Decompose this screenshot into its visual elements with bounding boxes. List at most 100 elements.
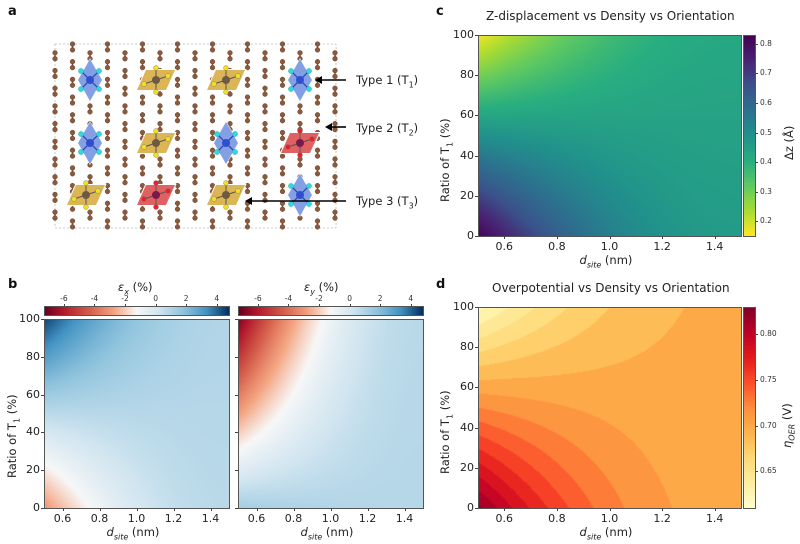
cell-boundary <box>54 43 337 229</box>
metal-site-type3 <box>135 65 177 95</box>
y-tick-mark <box>41 319 44 320</box>
colorbar-tick-label: 4 <box>214 294 220 303</box>
colorbar-tick-mark <box>756 162 758 164</box>
y-tick-mark <box>475 236 478 237</box>
colorbar-tick-label: -2 <box>121 294 129 303</box>
plot-frame-eps-y <box>238 319 424 509</box>
x-tick-mark <box>609 508 611 511</box>
y-tick-mark <box>475 75 478 77</box>
y-tick-label: 100 <box>453 300 474 313</box>
y-tick-mark <box>41 508 44 509</box>
colorbar-tick-mark <box>756 191 758 193</box>
x-tick-mark <box>210 508 212 511</box>
colorbar-tick-mark <box>125 304 127 306</box>
y-tick-mark <box>475 427 478 429</box>
x-tick-mark <box>293 508 295 511</box>
y-tick-mark <box>41 356 44 358</box>
y-tick-label: 20 <box>460 460 474 474</box>
colorbar-label-eps-x: εx (%) <box>118 280 153 297</box>
y-tick-label: 60 <box>460 380 474 394</box>
metal-site-type3 <box>65 180 107 210</box>
colorbar-tick-mark <box>756 102 758 104</box>
x-tick-mark <box>714 508 716 511</box>
colorbar-tick-label: 0.80 <box>760 329 777 339</box>
x-tick-mark <box>330 508 332 511</box>
y-tick-label: 40 <box>460 420 474 434</box>
heatmap-z-displacement <box>478 35 741 236</box>
colorbar-tick-label: 0.8 <box>760 38 772 48</box>
colorbar-frame <box>743 307 756 509</box>
colorbar-label-eps-y: εy (%) <box>304 280 339 297</box>
x-tick-mark <box>256 508 258 511</box>
y-tick-label: 20 <box>460 188 474 202</box>
annotation-type1: Type 1 (T1) <box>356 73 419 90</box>
x-axis-label: dsite (nm) <box>106 525 160 542</box>
colorbar-tick-label: 4 <box>408 294 414 303</box>
panel-label-a: a <box>8 4 17 19</box>
y-tick-label: 100 <box>19 312 40 325</box>
x-tick-mark <box>404 508 406 511</box>
x-tick-label: 0.6 <box>53 512 72 525</box>
colorbar-tick-label: 0.4 <box>760 157 772 167</box>
colorbar-tick-label: 0.70 <box>760 420 777 430</box>
y-tick-mark <box>475 467 478 469</box>
colorbar-tick-label: -4 <box>284 294 293 303</box>
y-tick-label: 40 <box>26 425 40 439</box>
colorbar-tick-mark <box>155 304 157 306</box>
x-tick-mark <box>173 508 175 511</box>
y-tick-mark <box>475 35 478 36</box>
colorbar-tick-mark <box>216 304 218 306</box>
colorbar-tick-mark <box>756 221 758 223</box>
panel-label-c: c <box>436 4 444 19</box>
colorbar-tick-label: 0.6 <box>760 97 772 107</box>
y-tick-mark <box>41 394 44 396</box>
panel-label-b: b <box>8 277 18 292</box>
x-tick-label: 1.2 <box>164 512 183 525</box>
x-tick-label: 0.8 <box>548 240 566 253</box>
colorbar-tick-mark <box>756 380 758 382</box>
metal-site-type3 <box>205 180 247 210</box>
x-tick-label: 1.0 <box>600 240 619 253</box>
arrow-type1-head <box>315 76 322 84</box>
x-tick-label: 1.4 <box>201 512 220 525</box>
colorbar-frame <box>743 35 756 237</box>
metal-site-type1 <box>77 121 103 165</box>
y-tick-label: 0 <box>467 501 474 514</box>
y-tick-label: 60 <box>460 108 474 122</box>
x-tick-label: 0.6 <box>495 240 514 253</box>
colorbar-tick-label: -4 <box>90 294 99 303</box>
metal-site-type1 <box>287 173 313 217</box>
metal-site-type2 <box>135 180 177 210</box>
metal-site-type3 <box>135 128 177 158</box>
colorbar-tick-label: 0 <box>153 294 158 303</box>
x-tick-label: 1.4 <box>395 512 414 525</box>
y-tick-mark <box>475 307 478 308</box>
x-tick-label: 1.4 <box>705 512 724 525</box>
y-tick-mark <box>235 319 238 320</box>
x-tick-label: 0.8 <box>90 512 109 525</box>
y-tick-label: 0 <box>33 501 40 514</box>
lattice-diagram <box>52 41 346 230</box>
colorbar-tick-label: 2 <box>377 294 383 303</box>
colorbar-tick-label: 0.65 <box>760 466 777 476</box>
colorbar-tick-label: 0.2 <box>760 216 772 226</box>
y-tick-label: 40 <box>460 148 474 162</box>
colorbar-tick-mark <box>319 304 321 306</box>
ylabel-d: Ratio of T1 (%) <box>438 390 455 474</box>
y-tick-mark <box>475 115 478 117</box>
x-tick-mark <box>714 236 716 239</box>
colorbar-tick-label: 0.7 <box>760 68 772 78</box>
colorbar-tick-mark <box>186 304 188 306</box>
arrow-type3-head <box>245 197 252 205</box>
y-tick-mark <box>475 195 478 197</box>
x-axis-label: dsite (nm) <box>579 525 633 542</box>
colorbar-eta <box>744 307 756 508</box>
y-tick-label: 100 <box>453 28 474 41</box>
x-tick-mark <box>367 508 369 511</box>
x-tick-label: 1.2 <box>653 512 671 525</box>
y-tick-mark <box>41 470 44 472</box>
x-tick-label: 1.2 <box>358 512 377 525</box>
y-tick-mark <box>235 508 238 509</box>
x-tick-mark <box>504 508 506 511</box>
colorbar-tick-mark <box>257 304 259 306</box>
